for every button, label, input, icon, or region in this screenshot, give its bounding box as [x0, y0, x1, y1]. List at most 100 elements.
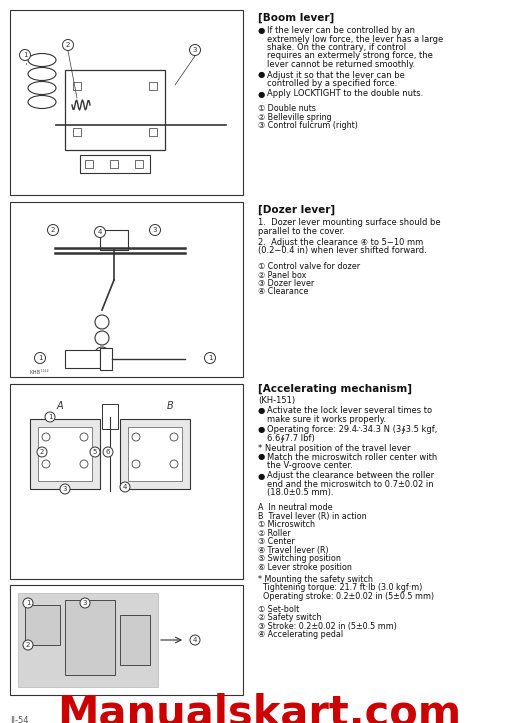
Text: 3: 3: [63, 486, 67, 492]
Circle shape: [60, 484, 70, 494]
Text: ② Roller: ② Roller: [258, 529, 291, 537]
Bar: [120, 419, 190, 489]
Circle shape: [90, 447, 100, 457]
Text: B: B: [167, 401, 174, 411]
Circle shape: [63, 40, 74, 51]
Text: the V-groove center.: the V-groove center.: [267, 461, 353, 470]
Bar: [38, 427, 92, 481]
Text: ●: ●: [258, 453, 265, 461]
Text: 1: 1: [48, 414, 52, 420]
Circle shape: [170, 433, 178, 441]
Circle shape: [132, 433, 140, 441]
Text: 2: 2: [51, 227, 55, 233]
Text: Adjust the clearance between the roller: Adjust the clearance between the roller: [267, 471, 434, 481]
Circle shape: [23, 598, 33, 608]
Text: Adjust it so that the lever can be: Adjust it so that the lever can be: [267, 71, 405, 80]
Circle shape: [103, 447, 113, 457]
Text: ●: ●: [258, 406, 265, 415]
Bar: [65, 350, 100, 368]
Ellipse shape: [28, 95, 56, 108]
Text: If the lever can be controlled by an: If the lever can be controlled by an: [267, 26, 415, 35]
Text: Tightening torque: 21.7 ft·lb (3.0 kgf·m): Tightening torque: 21.7 ft·lb (3.0 kgf·m…: [258, 583, 422, 593]
Text: 2: 2: [40, 449, 44, 455]
Text: (KH-151): (KH-151): [258, 396, 295, 405]
Text: ⑥ Lever stroke position: ⑥ Lever stroke position: [258, 562, 352, 571]
Circle shape: [95, 315, 109, 329]
Bar: [100, 348, 112, 370]
Text: lever cannot be returned smoothly.: lever cannot be returned smoothly.: [267, 60, 415, 69]
Bar: [25, 605, 60, 645]
Circle shape: [80, 598, 90, 608]
Bar: [65, 70, 165, 150]
Text: Operating stroke: 0.2±0.02 in (5±0.5 mm): Operating stroke: 0.2±0.02 in (5±0.5 mm): [258, 592, 434, 601]
Text: 1: 1: [208, 355, 212, 361]
Bar: [102, 404, 118, 429]
Text: extremely low force, the lever has a large: extremely low force, the lever has a lar…: [267, 35, 443, 43]
Bar: [85, 160, 93, 168]
Text: 4: 4: [98, 229, 102, 235]
Bar: [10, 10, 243, 195]
Text: ② Belleville spring: ② Belleville spring: [258, 113, 332, 121]
Text: 3: 3: [83, 600, 87, 606]
Text: end and the microswitch to 0.7±0.02 in: end and the microswitch to 0.7±0.02 in: [267, 480, 434, 489]
Text: ② Safety switch: ② Safety switch: [258, 613, 322, 622]
Text: KHB¹¹⁴²: KHB¹¹⁴²: [30, 370, 50, 375]
Text: 1: 1: [23, 52, 27, 58]
Ellipse shape: [28, 82, 56, 95]
Text: ③ Control fulcrum (right): ③ Control fulcrum (right): [258, 121, 358, 130]
Text: A: A: [56, 401, 63, 411]
Text: Manualskart.com: Manualskart.com: [57, 693, 461, 723]
Bar: [110, 160, 118, 168]
Text: 4: 4: [193, 637, 197, 643]
Circle shape: [80, 460, 88, 468]
Bar: [128, 427, 182, 481]
Text: ② Panel box: ② Panel box: [258, 270, 306, 280]
Circle shape: [94, 226, 106, 237]
Bar: [120, 615, 150, 665]
Bar: [18, 593, 158, 687]
Text: [Boom lever]: [Boom lever]: [258, 13, 334, 23]
Text: ●: ●: [258, 471, 265, 481]
Text: ④ Clearance: ④ Clearance: [258, 288, 308, 296]
Circle shape: [20, 49, 31, 61]
Text: ① Set-bolt: ① Set-bolt: [258, 604, 299, 614]
Text: requires an extermely strong force, the: requires an extermely strong force, the: [267, 51, 433, 61]
Bar: [80, 155, 150, 173]
Circle shape: [150, 225, 161, 236]
Text: ③ Dozer lever: ③ Dozer lever: [258, 279, 314, 288]
Text: (18.0±0.5 mm).: (18.0±0.5 mm).: [267, 489, 334, 497]
Text: * Neutral position of the travel lever: * Neutral position of the travel lever: [258, 444, 410, 453]
Bar: [149, 128, 157, 136]
Bar: [135, 160, 143, 168]
Bar: [149, 82, 157, 90]
Text: 3: 3: [153, 227, 157, 233]
Text: ●: ●: [258, 90, 265, 98]
Text: 6: 6: [106, 449, 110, 455]
Circle shape: [170, 460, 178, 468]
Circle shape: [37, 447, 47, 457]
Text: ① Microswitch: ① Microswitch: [258, 520, 315, 529]
Text: ③ Center: ③ Center: [258, 537, 295, 546]
Text: 2: 2: [26, 642, 30, 648]
Text: ●: ●: [258, 425, 265, 434]
Text: 1: 1: [38, 355, 42, 361]
Text: [Dozer lever]: [Dozer lever]: [258, 205, 335, 215]
Text: controlled by a specified force.: controlled by a specified force.: [267, 79, 397, 88]
Text: ⑤ Switching position: ⑤ Switching position: [258, 554, 341, 563]
Text: 2: 2: [66, 42, 70, 48]
Circle shape: [120, 482, 130, 492]
Text: ④ Accelerating pedal: ④ Accelerating pedal: [258, 630, 343, 639]
Text: * Mounting the safety switch: * Mounting the safety switch: [258, 575, 373, 584]
Circle shape: [80, 433, 88, 441]
Ellipse shape: [28, 67, 56, 80]
Text: 4: 4: [123, 484, 127, 490]
Bar: [30, 419, 100, 489]
Text: Activate the lock lever several times to: Activate the lock lever several times to: [267, 406, 432, 415]
Circle shape: [45, 412, 55, 422]
Text: Match the microswitch roller center with: Match the microswitch roller center with: [267, 453, 437, 461]
Text: ① Control valve for dozer: ① Control valve for dozer: [258, 262, 360, 271]
Bar: [10, 585, 243, 695]
Circle shape: [23, 640, 33, 650]
Text: A  In neutral mode: A In neutral mode: [258, 503, 333, 512]
Bar: [10, 202, 243, 377]
